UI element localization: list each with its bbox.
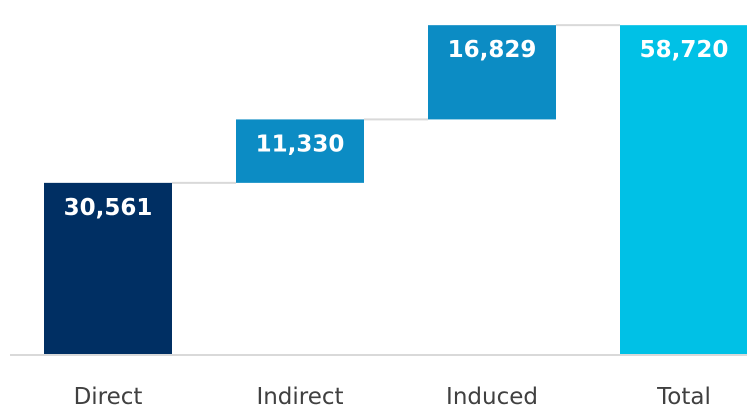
- bar-induced: [428, 25, 556, 120]
- category-label-indirect: Indirect: [256, 384, 343, 410]
- bars: [44, 25, 747, 354]
- data-label-total: 58,720: [640, 37, 729, 63]
- bar-direct: [44, 182, 172, 354]
- bar-indirect: [236, 119, 364, 183]
- category-labels: Direct Indirect Induced Total: [74, 384, 711, 410]
- data-labels: 30,561 11,330 16,829 58,720: [64, 37, 729, 221]
- data-label-direct: 30,561: [64, 195, 153, 221]
- category-label-induced: Induced: [446, 384, 538, 410]
- data-label-indirect: 11,330: [256, 131, 345, 157]
- category-label-direct: Direct: [74, 384, 143, 410]
- category-label-total: Total: [656, 384, 711, 410]
- bar-total: [620, 25, 747, 354]
- connector-lines: [172, 24, 620, 184]
- data-label-induced: 16,829: [448, 37, 537, 63]
